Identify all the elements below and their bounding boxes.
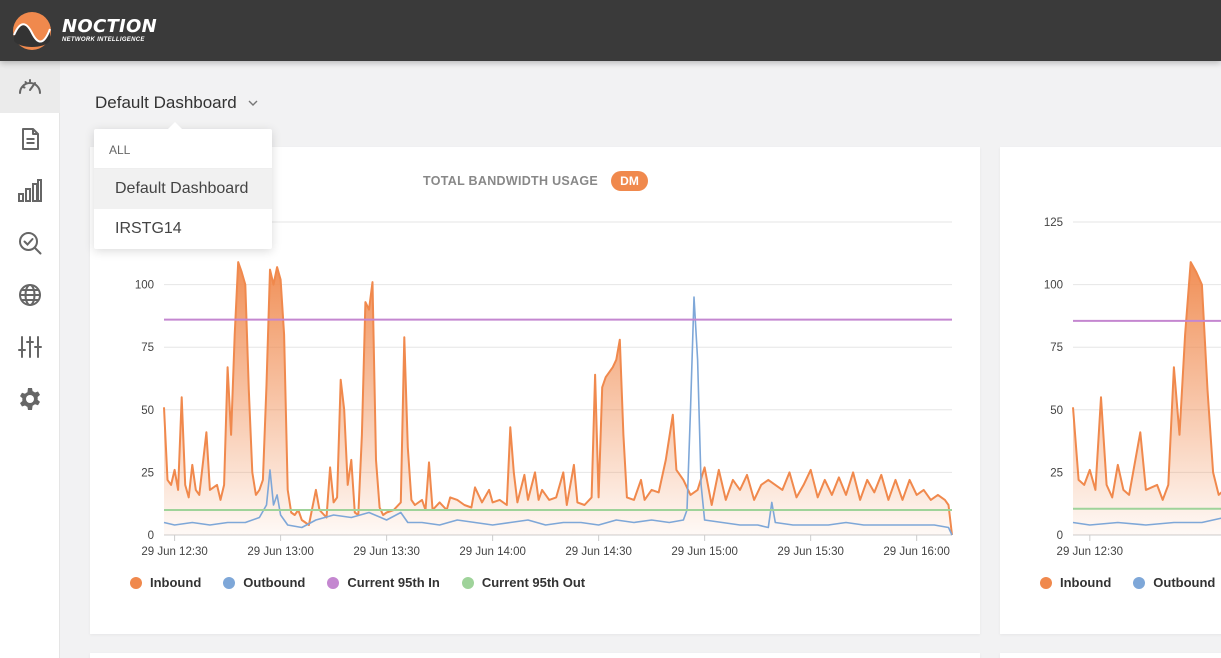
sidebar xyxy=(0,61,60,658)
legend-item-p95-in[interactable]: Current 95th In xyxy=(327,575,440,590)
x-tick-label: 29 Jun 16:00 xyxy=(883,546,950,558)
top-bar: NOCTION NETWORK INTELLIGENCE xyxy=(0,0,1221,61)
legend-label-outbound: Outbound xyxy=(1153,575,1216,590)
sidebar-item-reports[interactable] xyxy=(0,113,60,165)
y-tick-label: 100 xyxy=(1044,280,1063,292)
y-tick-label: 25 xyxy=(141,467,154,479)
inbound-area xyxy=(1073,262,1221,535)
document-icon xyxy=(22,128,39,150)
search-check-icon xyxy=(19,232,42,255)
dropdown-header: ALL xyxy=(94,129,272,169)
dashboard-gauge-icon xyxy=(19,79,41,94)
x-tick-label: 29 Jun 15:30 xyxy=(777,546,844,558)
y-tick-label: 0 xyxy=(148,530,154,542)
legend-item-outbound[interactable]: Outbound xyxy=(1133,575,1215,590)
sidebar-item-analytics[interactable] xyxy=(0,165,60,217)
inbound-line xyxy=(163,261,953,536)
legend-dot-p95-out xyxy=(461,576,474,589)
legend-dot-p95-in xyxy=(327,576,340,589)
legend-label-inbound: Inbound xyxy=(150,575,202,590)
x-tick-label: 29 Jun 14:30 xyxy=(565,546,632,558)
noction-logo-icon[interactable] xyxy=(12,11,52,51)
legend-label-outbound: Outbound xyxy=(243,575,306,590)
legend-item-inbound[interactable]: Inbound xyxy=(1040,575,1111,590)
legend-dot-outbound xyxy=(1133,576,1146,589)
x-tick-label: 29 Jun 14:00 xyxy=(459,546,526,558)
x-tick-label: 29 Jun 13:30 xyxy=(353,546,420,558)
sidebar-item-settings[interactable] xyxy=(0,373,60,425)
sidebar-item-configuration[interactable] xyxy=(0,321,60,373)
legend-label-p95-in: Current 95th In xyxy=(347,575,440,590)
x-tick-label: 29 Jun 12:30 xyxy=(141,546,208,558)
main-content: Default Dashboard TOTAL BANDWIDTH USAGE … xyxy=(61,61,1221,658)
sliders-icon xyxy=(18,336,42,358)
bottom-card-right xyxy=(1000,653,1221,658)
y-tick-label: 50 xyxy=(1050,405,1063,417)
sidebar-item-network[interactable] xyxy=(0,269,60,321)
legend-dot-inbound xyxy=(130,576,142,589)
secondary-chart-legend: Inbound Outbound xyxy=(1040,575,1221,590)
inbound-line xyxy=(1072,261,1221,501)
y-tick-label: 125 xyxy=(1044,217,1063,229)
legend-label-p95-out: Current 95th Out xyxy=(481,575,586,590)
gear-icon xyxy=(20,388,40,410)
globe-icon xyxy=(19,284,41,306)
dropdown-option-irstg14[interactable]: IRSTG14 xyxy=(115,220,182,237)
x-tick-label: 29 Jun 15:00 xyxy=(671,546,738,558)
x-tick-label: 29 Jun 13:00 xyxy=(247,546,314,558)
legend-item-inbound[interactable]: Inbound xyxy=(130,575,201,590)
y-tick-label: 50 xyxy=(141,405,154,417)
bandwidth-chart[interactable]: 0 25 50 75 100 29 Jun 12:30 29 Jun 13:00 29 Jun… xyxy=(90,147,980,634)
brand-tagline: NETWORK INTELLIGENCE xyxy=(62,37,145,43)
dashboard-dropdown: ALL Default Dashboard IRSTG14 xyxy=(94,122,272,249)
bar-chart-icon xyxy=(18,179,42,202)
dashboard-selector[interactable]: Default Dashboard xyxy=(95,93,259,113)
chevron-down-icon xyxy=(248,100,258,106)
y-tick-label: 75 xyxy=(1050,342,1063,354)
y-tick-label: 75 xyxy=(141,342,154,354)
legend-label-inbound: Inbound xyxy=(1060,575,1112,590)
y-tick-label: 0 xyxy=(1057,530,1063,542)
bottom-card-left xyxy=(90,653,980,658)
sidebar-item-search[interactable] xyxy=(0,217,60,269)
chart-title: TOTAL BANDWIDTH USAGE xyxy=(423,174,599,188)
y-tick-label: 25 xyxy=(1050,467,1063,479)
legend-dot-outbound xyxy=(223,576,236,589)
outbound-line xyxy=(1072,517,1221,526)
sidebar-item-dashboard[interactable] xyxy=(0,61,60,113)
y-tick-label: 100 xyxy=(135,280,154,292)
outbound-line xyxy=(163,296,953,536)
dashboard-selector-label: Default Dashboard xyxy=(95,93,237,112)
legend-item-p95-out[interactable]: Current 95th Out xyxy=(461,575,586,590)
legend-dot-inbound xyxy=(1040,576,1052,589)
dm-badge[interactable]: DM xyxy=(611,171,648,191)
dropdown-option-default-dashboard[interactable]: Default Dashboard xyxy=(94,169,272,209)
chart-legend: Inbound Outbound Current 95th In Current… xyxy=(130,575,607,590)
legend-item-outbound[interactable]: Outbound xyxy=(223,575,305,590)
x-tick-label: 29 Jun 12:30 xyxy=(1057,546,1124,558)
brand-name: NOCTION xyxy=(62,16,158,37)
